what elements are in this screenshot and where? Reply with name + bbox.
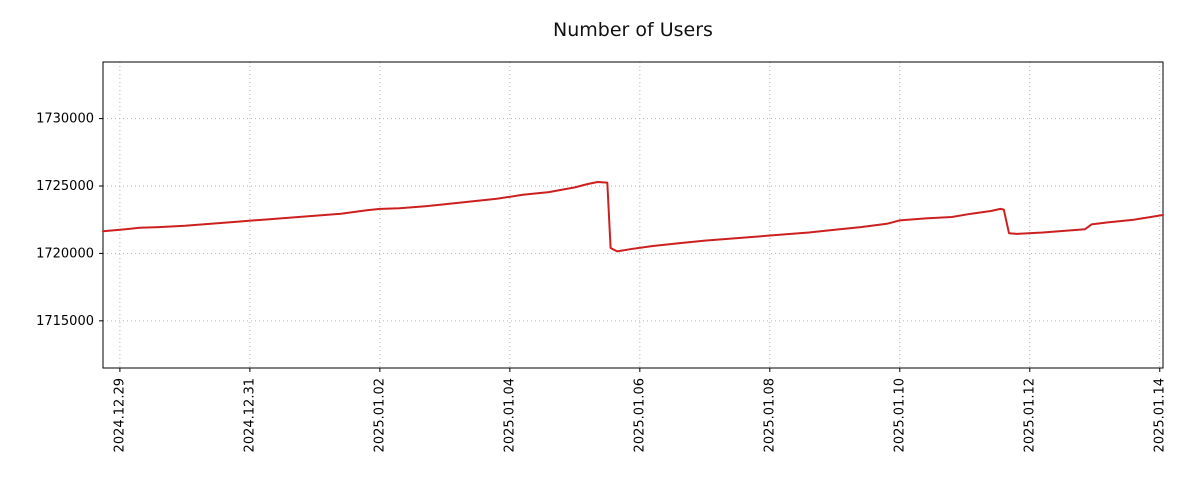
x-tick-label: 2025.01.10 [892, 378, 907, 452]
y-tick-label: 1715000 [36, 314, 94, 329]
x-tick-label: 2025.01.06 [632, 378, 647, 452]
x-tick-label: 2025.01.14 [1152, 378, 1167, 452]
x-tick-label: 2024.12.29 [112, 378, 127, 452]
x-tick-label: 2025.01.04 [502, 378, 517, 452]
x-tick-label: 2025.01.12 [1022, 378, 1037, 452]
x-tick-label: 2024.12.31 [242, 378, 257, 452]
label-layer: 2024.12.29 2024.12.31 2025.01.02 2025.01.04… [36, 112, 1167, 453]
tick-layer [99, 118, 1161, 372]
chart-title: Number of Users [553, 19, 713, 41]
series-layer [102, 181, 1164, 253]
y-tick-label: 1725000 [36, 179, 94, 194]
x-tick-label: 2025.01.02 [372, 378, 387, 452]
y-tick-label: 1720000 [36, 246, 94, 261]
y-tick-label: 1730000 [36, 112, 94, 127]
users-series-line [102, 181, 1164, 253]
x-tick-label: 2025.01.08 [762, 378, 777, 452]
grid-layer [103, 62, 1163, 368]
